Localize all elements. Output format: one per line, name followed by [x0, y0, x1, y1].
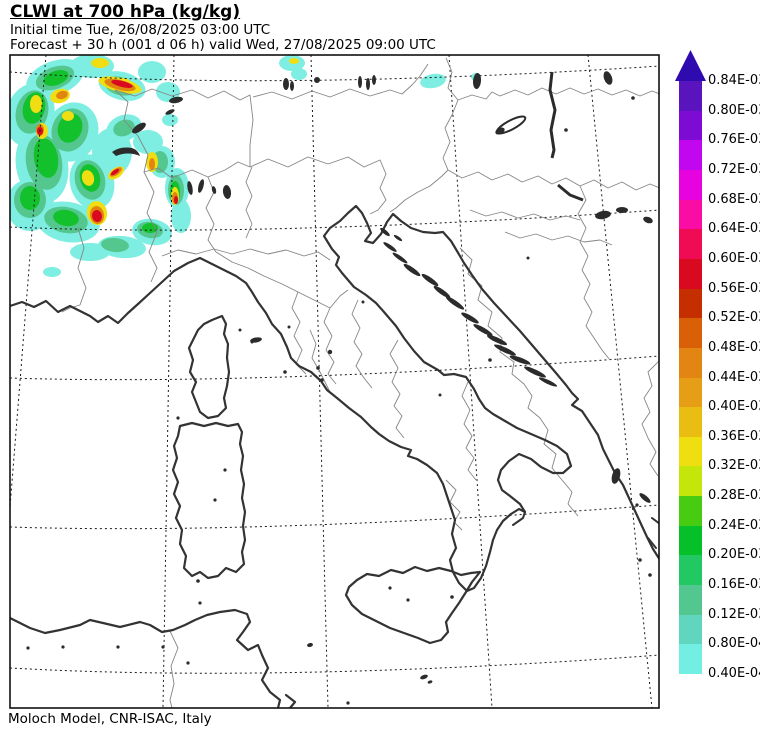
tiber-river	[309, 329, 331, 393]
island-malta	[420, 674, 433, 684]
adriatic-islands	[380, 227, 558, 387]
lake-geneva	[112, 147, 140, 156]
parallel-line	[10, 654, 659, 674]
bavarian-lakes	[283, 75, 376, 91]
initial-time-line: Initial time Tue, 26/08/2025 03:00 UTC	[10, 21, 271, 38]
parallel-line	[10, 209, 659, 231]
parallel-line	[10, 504, 659, 530]
coast-north-africa	[10, 608, 282, 708]
parallel-line	[10, 355, 659, 381]
island-corfu	[611, 468, 621, 484]
parallel-line	[10, 65, 659, 82]
lake-maggiore	[187, 181, 193, 195]
island-pantelleria	[307, 642, 313, 648]
meridian-line	[310, 55, 329, 708]
lake-neuchatel	[132, 122, 146, 134]
field-level-red	[37, 80, 178, 222]
forecast-valid-line: Forecast + 30 h (001 d 06 h) valid Wed, …	[10, 37, 436, 54]
meridian-line	[448, 55, 493, 708]
lake-como	[197, 179, 205, 193]
coast-crotone-hook	[512, 511, 526, 526]
medjerda-river	[169, 630, 179, 708]
danube-marks	[548, 71, 653, 224]
field-level-cyan	[10, 55, 481, 277]
rhone-river	[61, 227, 87, 313]
graticule	[10, 55, 659, 708]
coast-italy-mainland	[10, 204, 659, 593]
lake-constance	[169, 96, 183, 104]
meridian-line	[162, 55, 175, 708]
lakes-and-islands	[26, 71, 653, 705]
map-frame	[9, 54, 660, 709]
coast-djerba	[284, 693, 297, 708]
small-dots	[26, 96, 652, 705]
model-credit: Moloch Model, CNR-ISAC, Italy	[8, 711, 212, 727]
lake-zurich	[165, 109, 175, 115]
coast-sicily	[344, 565, 482, 645]
coast-sardinia	[171, 421, 247, 580]
coastlines	[10, 204, 659, 708]
lake-balaton	[495, 115, 527, 135]
lake-garda	[222, 185, 232, 199]
lake-iseo	[211, 186, 217, 194]
coast-corsica	[187, 314, 231, 420]
meridian-line	[587, 55, 653, 708]
cloud-water-field	[10, 55, 481, 277]
field-level-green	[20, 70, 180, 233]
greek-coast-mark	[639, 493, 651, 503]
page-title: CLWI at 700 hPa (kg/kg)	[10, 2, 241, 22]
po-river	[161, 248, 331, 261]
lake-neusiedl	[472, 73, 482, 89]
header: CLWI at 700 hPa (kg/kg) Initial time Tue…	[10, 2, 436, 54]
